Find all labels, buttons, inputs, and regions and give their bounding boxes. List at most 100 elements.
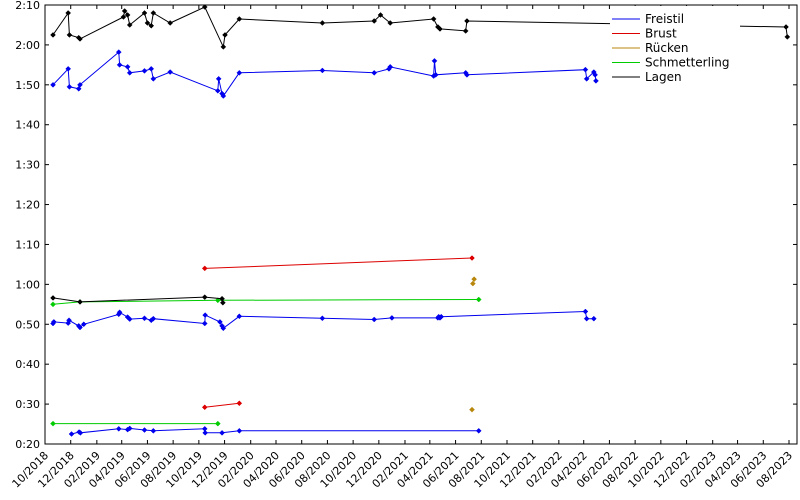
series-rcken-6: [469, 280, 476, 287]
data-point: [115, 425, 122, 432]
data-point: [469, 280, 476, 287]
y-tick-label: 1:20: [15, 199, 40, 212]
data-point: [150, 315, 157, 322]
data-point: [583, 75, 590, 82]
data-point: [50, 81, 56, 88]
data-point: [75, 85, 82, 92]
y-tick-label: 1:10: [15, 238, 40, 251]
series-lagen-11: [50, 4, 791, 50]
data-point: [437, 26, 443, 32]
data-point: [377, 12, 384, 18]
data-point: [120, 14, 127, 20]
data-point: [784, 34, 791, 40]
data-point: [219, 429, 225, 436]
data-point: [236, 427, 243, 434]
data-point: [167, 20, 174, 26]
data-point: [387, 20, 394, 26]
data-point: [167, 69, 174, 75]
series-line: [71, 427, 479, 435]
y-tick-label: 1:40: [15, 119, 40, 132]
data-point: [77, 36, 83, 42]
data-point: [65, 66, 72, 72]
data-point: [150, 427, 157, 434]
data-point: [214, 297, 221, 304]
series-rcken-7: [471, 276, 477, 283]
data-point: [124, 12, 131, 18]
data-point: [475, 427, 482, 434]
data-point: [593, 77, 599, 84]
data-point: [236, 16, 243, 22]
data-point: [220, 299, 226, 306]
data-point: [236, 400, 243, 407]
data-point: [50, 301, 56, 308]
data-point: [126, 22, 133, 28]
data-point: [148, 22, 155, 29]
data-point: [389, 315, 395, 321]
data-point: [202, 312, 209, 318]
series-line: [204, 402, 240, 408]
data-point: [126, 425, 133, 432]
data-point: [464, 18, 470, 24]
data-point: [220, 44, 227, 50]
data-point: [66, 317, 72, 324]
data-point: [214, 87, 221, 94]
data-point: [462, 28, 469, 34]
data-point: [220, 93, 227, 99]
data-point: [783, 24, 789, 30]
data-point: [148, 66, 155, 72]
data-point: [68, 431, 75, 437]
data-point: [77, 429, 84, 436]
y-tick-label: 0:30: [15, 398, 40, 411]
data-point: [124, 64, 131, 70]
series-brust-4: [201, 255, 475, 272]
data-point: [50, 295, 56, 301]
data-point: [201, 320, 208, 327]
data-point: [583, 315, 590, 322]
data-point: [582, 66, 589, 73]
y-tick-label: 0:50: [15, 318, 40, 331]
data-point: [66, 32, 73, 38]
data-point: [475, 296, 482, 303]
series-line: [52, 299, 479, 305]
series-rcken-5: [469, 406, 475, 413]
legend-label: Rücken: [645, 41, 689, 55]
data-point: [201, 4, 208, 10]
data-point: [141, 315, 148, 322]
plot-frame: [44, 4, 798, 445]
data-point: [371, 69, 378, 76]
data-point: [430, 16, 437, 22]
data-point: [214, 420, 221, 427]
data-point: [65, 10, 72, 16]
data-point: [126, 69, 133, 76]
data-point: [592, 71, 598, 78]
legend-label: Schmetterling: [645, 56, 730, 70]
data-point: [116, 62, 123, 68]
data-point: [438, 313, 445, 320]
data-point: [319, 67, 326, 74]
data-point: [217, 319, 223, 325]
y-tick-label: 1:00: [15, 278, 40, 291]
y-tick-label: 0:20: [15, 438, 40, 451]
data-point: [141, 10, 148, 16]
data-point: [144, 20, 151, 26]
data-point: [431, 58, 438, 64]
legend-label: Lagen: [645, 70, 682, 84]
series-schmetterling-9: [50, 296, 482, 308]
series-line: [204, 257, 473, 269]
data-point: [141, 427, 148, 433]
data-point: [371, 316, 378, 323]
y-tick-label: 0:40: [15, 358, 40, 371]
y-tick-label: 2:10: [15, 0, 40, 12]
data-point: [50, 319, 57, 325]
data-point: [220, 325, 227, 332]
data-point: [150, 10, 157, 16]
data-point: [464, 71, 470, 78]
data-point: [432, 71, 439, 78]
data-point: [77, 324, 83, 331]
data-point: [202, 429, 209, 436]
series-freistil-2: [50, 49, 599, 99]
legend-label: Brust: [645, 27, 677, 41]
data-point: [50, 420, 56, 427]
data-point: [201, 404, 208, 411]
data-point: [319, 20, 326, 26]
